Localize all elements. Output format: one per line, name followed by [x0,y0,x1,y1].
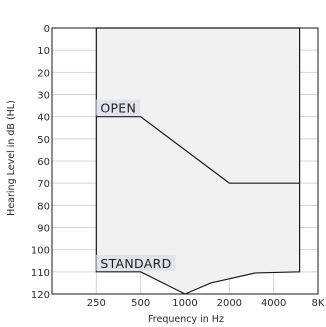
region-label-text: OPEN [100,101,136,116]
plot-border [51,27,319,295]
y-tick-label: 50 [37,135,50,146]
x-tick-label: 250 [87,298,106,309]
y-tick-label: 100 [31,246,50,257]
y-tick-label: 0 [44,24,50,35]
x-tick-label: 2000 [217,298,242,309]
y-tick-label: 30 [37,91,50,102]
x-axis-label: Frequency in Hz [148,314,224,325]
region-label-bg [96,254,176,271]
plot-frame [51,27,319,295]
y-tick-label: 80 [37,201,50,212]
region-label-standard: STANDARD [96,254,176,271]
y-tick-label: 70 [37,179,50,190]
y-tick-label: 90 [37,224,50,235]
x-tick-label: 4000 [261,298,286,309]
x-tick-label: 500 [131,298,150,309]
y-axis-label: Hearing Level in dB (HL) [6,100,17,216]
y-tick-label: 20 [37,68,50,79]
y-tick-label: 10 [37,46,50,57]
x-tick-label: 8K [312,298,325,309]
y-tick-label: 110 [31,268,50,279]
y-tick-label: 60 [37,157,50,168]
region-label-text: STANDARD [100,256,171,271]
open-boundary-line [96,116,300,184]
region-labels: OPEN STANDARD [96,99,176,271]
region-label-open: OPEN [96,99,141,116]
region-area [95,27,301,295]
x-axis-ticks: 250 500 1000 2000 4000 8K [87,298,325,309]
y-tick-label: 40 [37,113,50,124]
y-tick-label: 120 [31,290,50,301]
region-label-bg [96,99,141,116]
hearing-region [95,27,301,295]
x-tick-label: 1000 [172,298,197,309]
y-axis-ticks: 0 10 20 30 40 50 60 70 80 90 100 110 120 [31,24,50,301]
